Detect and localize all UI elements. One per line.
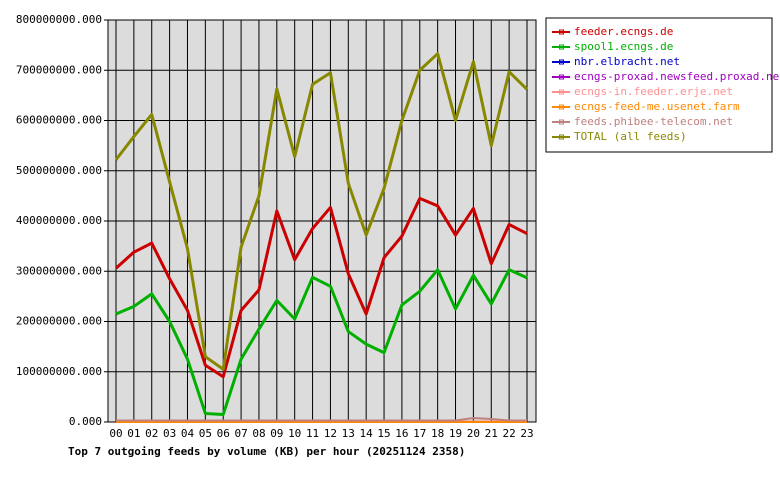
chart-title: Top 7 outgoing feeds by volume (KB) per …	[68, 445, 465, 458]
series-line	[114, 52, 529, 371]
legend-label: ecngs-feed-me.usenet.farm	[574, 100, 740, 113]
x-tick-label: 09	[270, 427, 283, 440]
x-tick-label: 11	[306, 427, 319, 440]
legend-label: nbr.elbracht.net	[574, 55, 680, 68]
series-line	[116, 416, 527, 422]
legend-label: feeder.ecngs.de	[574, 25, 673, 38]
legend-label: spool1.ecngs.de	[574, 40, 673, 53]
legend-label: ecngs-in.feeder.erje.net	[574, 85, 733, 98]
legend-marker	[559, 119, 564, 125]
legend-label: TOTAL (all feeds)	[574, 130, 687, 143]
legend-label: ecngs-proxad.newsfeed.proxad.net	[574, 70, 780, 83]
x-tick-label: 22	[503, 427, 516, 440]
x-tick-label: 03	[163, 427, 176, 440]
legend-marker	[559, 74, 564, 80]
x-tick-label: 01	[127, 427, 140, 440]
legend-marker	[559, 89, 564, 95]
y-tick-label: 200000000.000	[16, 315, 102, 328]
x-tick-label: 04	[181, 427, 195, 440]
x-tick-label: 19	[449, 427, 462, 440]
series-line	[114, 196, 528, 379]
x-tick-label: 05	[199, 427, 212, 440]
x-tick-label: 21	[485, 427, 498, 440]
x-tick-label: 16	[395, 427, 408, 440]
y-tick-label: 0.000	[69, 415, 102, 428]
x-tick-label: 18	[431, 427, 444, 440]
x-tick-label: 00	[109, 427, 122, 440]
x-tick-label: 13	[342, 427, 355, 440]
y-tick-label: 300000000.000	[16, 264, 102, 277]
legend-marker	[559, 134, 564, 140]
legend-marker	[559, 29, 564, 35]
y-tick-label: 500000000.000	[16, 164, 102, 177]
x-tick-label: 23	[520, 427, 533, 440]
x-tick-label: 12	[324, 427, 337, 440]
x-tick-label: 15	[377, 427, 390, 440]
x-tick-label: 14	[360, 427, 374, 440]
legend-marker	[559, 104, 564, 110]
x-tick-label: 10	[288, 427, 301, 440]
legend-marker	[559, 44, 564, 50]
y-tick-label: 400000000.000	[16, 214, 102, 227]
x-tick-label: 08	[252, 427, 265, 440]
x-tick-label: 07	[234, 427, 247, 440]
x-tick-label: 20	[467, 427, 480, 440]
legend-label: feeds.phibee-telecom.net	[574, 115, 733, 128]
y-tick-label: 700000000.000	[16, 63, 102, 76]
x-tick-label: 17	[413, 427, 426, 440]
y-tick-label: 100000000.000	[16, 365, 102, 378]
x-tick-label: 02	[145, 427, 158, 440]
y-tick-label: 800000000.000	[16, 13, 102, 26]
legend-marker	[559, 59, 564, 65]
x-tick-label: 06	[217, 427, 230, 440]
y-tick-label: 600000000.000	[16, 114, 102, 127]
series-line	[115, 268, 528, 416]
legend-box	[545, 17, 773, 153]
